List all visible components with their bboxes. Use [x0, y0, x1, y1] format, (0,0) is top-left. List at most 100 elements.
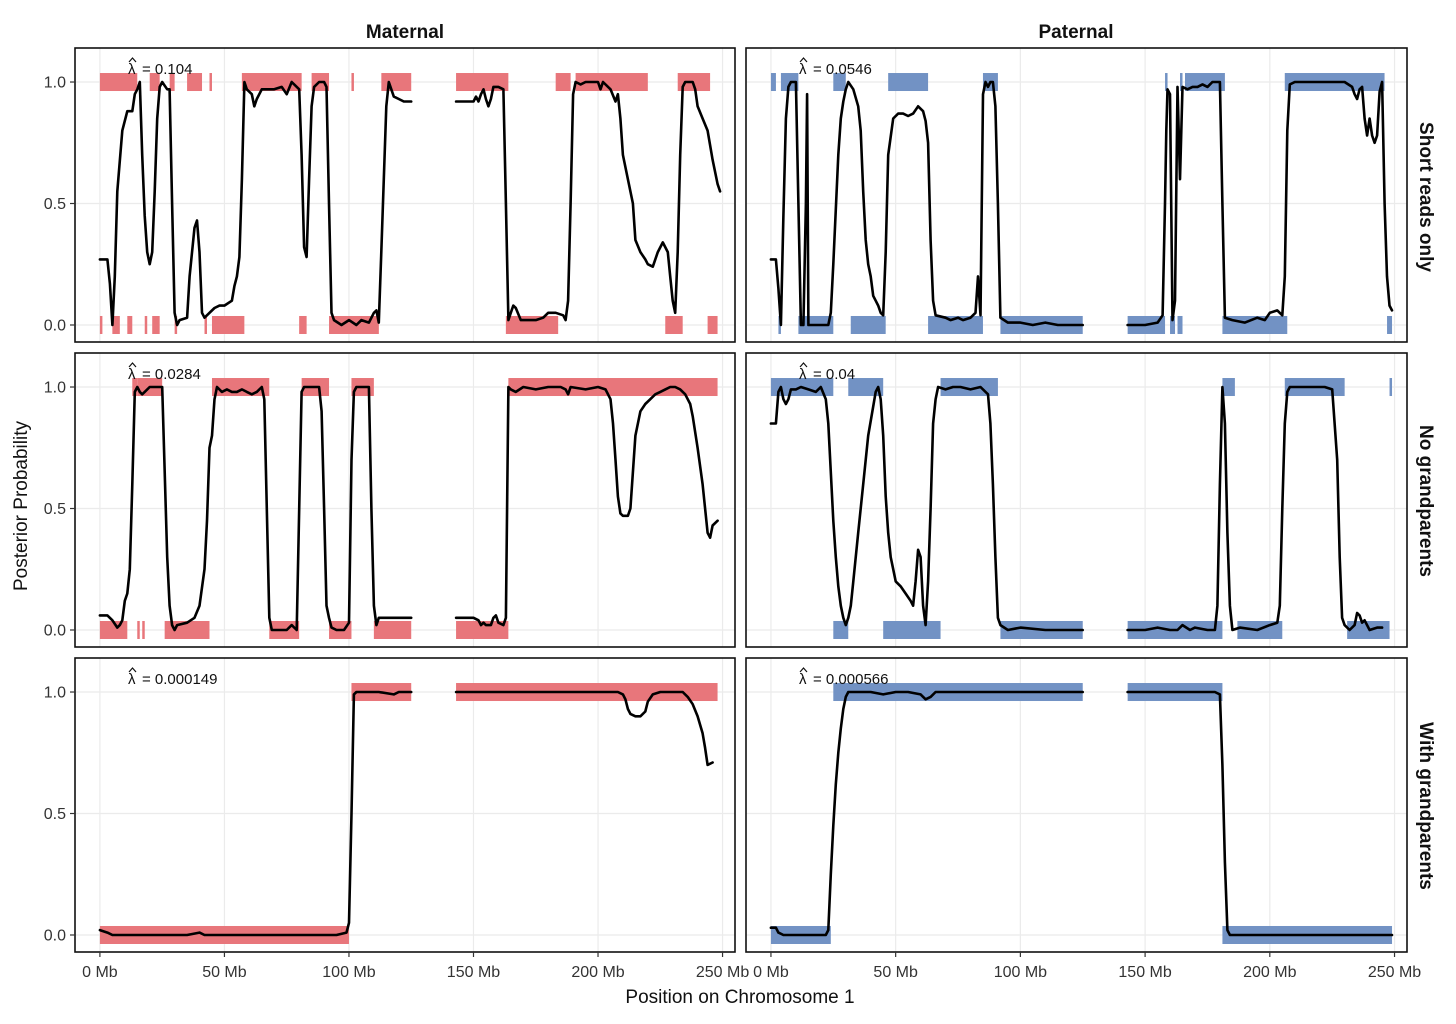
x-tick-label: 150 Mb: [447, 964, 500, 981]
column-label-maternal: Maternal: [366, 22, 444, 43]
state-segment-low: [456, 620, 509, 639]
state-segment-low: [665, 315, 683, 334]
posterior-line-arm-q: [1126, 690, 1394, 937]
posterior-line-arm-p: [769, 385, 1084, 632]
x-tick-label: 250 Mb: [1368, 964, 1421, 981]
posterior-line-arm-p: [98, 80, 413, 327]
lambda-value: = 0.04: [813, 366, 855, 383]
y-axis-title: Posterior Probability: [11, 420, 32, 591]
state-segment-low: [204, 315, 207, 334]
state-segment-low: [1000, 315, 1083, 334]
y-tick-label: 0.0: [44, 622, 66, 639]
x-tick-label: 50 Mb: [873, 964, 918, 981]
x-tick-label: 0 Mb: [82, 964, 118, 981]
y-tick-label: 0.5: [44, 806, 66, 823]
panel-frame: [745, 352, 1408, 648]
panel-background: [75, 658, 735, 952]
state-segment-high: [1180, 73, 1183, 92]
y-tick-label: 1.0: [44, 685, 66, 702]
state-segment-high: [99, 73, 138, 92]
x-tick-label: 200 Mb: [1243, 964, 1296, 981]
y-tick-labels: 0.0 0.5 1.0 0.0 0.5 1.0 0.0 0.5 1.0: [44, 75, 66, 945]
state-segment-low: [883, 620, 941, 639]
state-segment-high: [351, 73, 354, 92]
state-segment-low: [833, 620, 849, 639]
y-tick-label: 1.0: [44, 75, 66, 92]
y-tick-label: 0.0: [44, 927, 66, 944]
lambda-symbol: λ: [128, 671, 136, 688]
state-segment-low: [505, 315, 559, 334]
state-segment-low: [127, 315, 133, 334]
lambda-hat: [799, 57, 808, 63]
lambda-symbol: λ: [128, 366, 136, 383]
lambda-symbol: λ: [799, 366, 807, 383]
panel-background: [75, 48, 735, 342]
lambda-value: = 0.0284: [142, 366, 201, 383]
state-segment-high: [508, 378, 718, 397]
posterior-line-arm-q: [454, 385, 719, 627]
x-tick-label: 100 Mb: [994, 964, 1047, 981]
lambda-value: = 0.104: [142, 61, 192, 78]
lambda-value: = 0.000566: [813, 671, 889, 688]
lambda-hat: [799, 667, 808, 673]
y-tick-label: 0.0: [44, 317, 66, 334]
state-segment-low: [112, 315, 120, 334]
x-tick-label: 250 Mb: [696, 964, 749, 981]
panel-short-reads-maternal: λ = 0.104: [70, 47, 736, 343]
state-segment-high: [888, 73, 929, 92]
state-segment-high: [555, 73, 571, 92]
panel-background: [746, 658, 1407, 952]
posterior-line-arm-p: [769, 80, 1084, 327]
x-axis-title: Position on Chromosome 1: [625, 987, 854, 1008]
state-segment-low: [137, 620, 140, 639]
state-segment-low: [1170, 315, 1176, 334]
panel-frame: [74, 352, 736, 648]
state-segment-low: [373, 620, 412, 639]
state-segment-low: [152, 315, 160, 334]
lambda-value: = 0.0546: [813, 61, 872, 78]
state-segment-low: [928, 315, 983, 334]
state-segment-high: [209, 73, 212, 92]
lambda-symbol: λ: [128, 61, 136, 78]
panel-frame: [74, 47, 736, 343]
panel-with-grandparents-maternal: λ = 0.000149: [70, 657, 736, 957]
x-tick-labels: 0 Mb 50 Mb 100 Mb 150 Mb 200 Mb 250 Mb 0 Mb 50 …: [82, 964, 1421, 981]
posterior-line-arm-p: [98, 690, 413, 937]
y-tick-label: 1.0: [44, 380, 66, 397]
row-label-short-reads: Short reads only: [1415, 122, 1436, 272]
state-segment-low: [850, 315, 886, 334]
lambda-hat: [128, 57, 137, 63]
state-segment-high: [770, 73, 776, 92]
state-segment-high: [1389, 378, 1393, 397]
x-tick-label: 150 Mb: [1118, 964, 1171, 981]
panel-no-grandparents-maternal: λ = 0.0284: [70, 352, 736, 648]
panel-short-reads-paternal: λ = 0.0546: [745, 47, 1408, 343]
state-segment-low: [707, 315, 718, 334]
state-segment-high: [169, 73, 175, 92]
state-segment-high: [1165, 73, 1168, 92]
lambda-value: = 0.000149: [142, 671, 218, 688]
posterior-line-arm-p: [98, 385, 413, 632]
posterior-line-arm-q: [454, 690, 714, 767]
posterior-line-arm-p: [769, 690, 1084, 937]
panel-background: [746, 353, 1407, 647]
y-tick-label: 0.5: [44, 501, 66, 518]
lambda-symbol: λ: [799, 61, 807, 78]
lambda-symbol: λ: [799, 671, 807, 688]
panel-frame: [745, 47, 1408, 343]
row-label-no-grandparents: No grandparents: [1415, 425, 1436, 577]
row-label-with-grandparents: With grandparents: [1415, 722, 1436, 890]
panel-no-grandparents-paternal: λ = 0.04: [745, 352, 1408, 648]
panel-frame: [74, 657, 736, 953]
state-segment-high: [132, 378, 138, 397]
panel-with-grandparents-paternal: λ = 0.000566: [745, 657, 1408, 957]
state-segment-low: [1387, 315, 1393, 334]
y-tick-label: 0.5: [44, 196, 66, 213]
state-segment-high: [1222, 378, 1235, 397]
state-segment-low: [1177, 315, 1183, 334]
lambda-hat: [799, 362, 808, 368]
state-segment-low: [144, 315, 148, 334]
x-tick-label: 50 Mb: [202, 964, 247, 981]
lambda-hat: [128, 667, 137, 673]
